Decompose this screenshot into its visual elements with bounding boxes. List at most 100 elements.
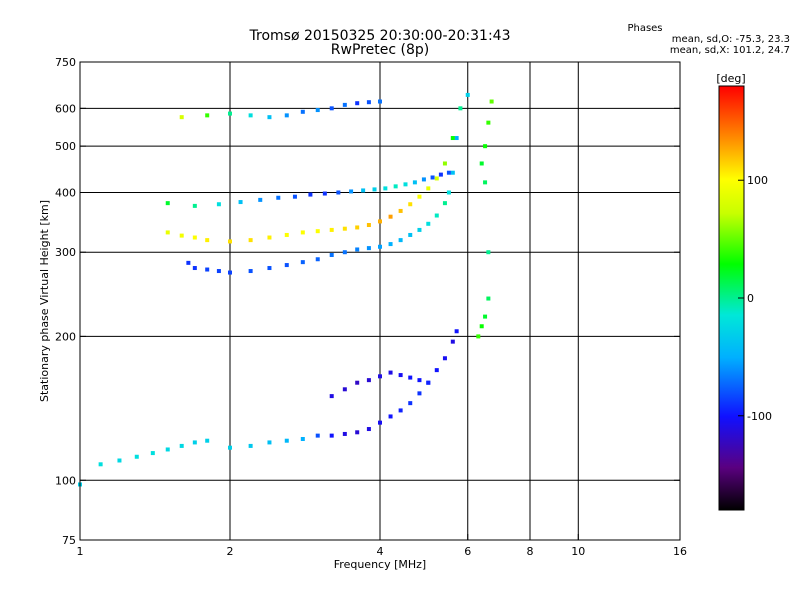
grid-lines xyxy=(80,62,680,540)
data-point xyxy=(165,447,170,452)
data-point xyxy=(434,176,439,181)
x-tick-label: 4 xyxy=(377,545,384,558)
data-point xyxy=(442,161,447,166)
data-points xyxy=(78,92,494,487)
x-axis: 1 2 4 6 8 10 16 xyxy=(77,534,687,558)
data-point xyxy=(442,201,447,206)
data-point xyxy=(267,115,272,120)
data-point xyxy=(426,186,431,191)
stats-line-o: mean, sd,O: -75.3, 23.3 xyxy=(672,34,790,45)
data-point xyxy=(228,445,232,450)
data-point xyxy=(315,229,320,234)
data-point xyxy=(276,195,281,200)
x-tick-label: 10 xyxy=(571,545,585,558)
data-point xyxy=(378,99,382,104)
data-point xyxy=(228,111,232,116)
data-point xyxy=(98,462,103,467)
data-point xyxy=(465,92,470,97)
data-point xyxy=(408,401,413,406)
data-point xyxy=(479,161,484,166)
data-point xyxy=(426,380,431,385)
data-point xyxy=(134,454,139,459)
data-point xyxy=(342,226,347,231)
data-point xyxy=(454,329,459,334)
data-point xyxy=(192,440,197,445)
data-point xyxy=(366,246,371,251)
data-point xyxy=(398,238,403,243)
data-point xyxy=(205,438,210,443)
data-point xyxy=(408,232,413,237)
data-point xyxy=(165,201,170,206)
data-point xyxy=(430,175,435,180)
y-axis-label: Stationary phase Virtual Height [km] xyxy=(38,200,51,402)
data-point xyxy=(186,260,191,265)
data-point xyxy=(483,314,488,319)
data-point xyxy=(398,408,403,413)
data-point xyxy=(434,213,439,218)
chart-subtitle: RwPretec (8p) xyxy=(331,42,429,58)
data-point xyxy=(329,433,334,438)
data-point xyxy=(315,433,320,438)
data-point xyxy=(479,324,484,329)
data-point xyxy=(292,194,297,199)
data-point xyxy=(179,115,184,120)
data-point xyxy=(378,219,382,224)
data-point xyxy=(446,170,451,175)
data-point xyxy=(342,387,347,392)
colorbar-label: [deg] xyxy=(716,72,745,85)
y-tick-label: 600 xyxy=(55,102,76,115)
data-point xyxy=(342,102,347,107)
data-point xyxy=(378,374,382,379)
data-point xyxy=(179,233,184,238)
data-point xyxy=(412,180,417,185)
data-point xyxy=(248,113,253,118)
data-point xyxy=(486,296,491,301)
data-point xyxy=(329,394,334,399)
data-point xyxy=(117,458,122,463)
data-point xyxy=(366,223,371,228)
data-point xyxy=(408,375,413,380)
data-point xyxy=(205,238,210,243)
data-point xyxy=(378,244,382,249)
data-point xyxy=(366,100,371,105)
data-point xyxy=(192,266,197,271)
data-point xyxy=(393,184,398,189)
data-point xyxy=(336,190,341,195)
stats-heading: Phases xyxy=(627,23,662,34)
stats-box: Phases mean, sd,O: -75.3, 23.3 mean, sd,… xyxy=(627,23,790,56)
data-point xyxy=(450,136,455,141)
data-point xyxy=(238,200,243,205)
data-point xyxy=(216,269,221,274)
data-point xyxy=(284,438,289,443)
data-point xyxy=(450,339,455,344)
data-point xyxy=(442,356,447,361)
y-tick-label: 75 xyxy=(62,534,76,547)
data-point xyxy=(315,108,320,113)
data-point xyxy=(454,136,459,141)
data-point xyxy=(417,391,422,396)
data-point xyxy=(366,378,371,383)
colorbar-tick-label: 100 xyxy=(747,174,768,187)
data-point xyxy=(483,144,488,149)
data-point xyxy=(366,427,371,432)
data-point xyxy=(322,191,327,196)
data-point xyxy=(308,192,313,197)
data-point xyxy=(388,242,393,247)
data-point xyxy=(355,225,360,230)
y-tick-label: 500 xyxy=(55,140,76,153)
data-point xyxy=(248,443,253,448)
colorbar: [deg] 100 0 -100 xyxy=(716,72,772,511)
chart-title: Tromsø 20150325 20:30:00-20:31:43 xyxy=(249,28,511,44)
data-point xyxy=(192,235,197,240)
data-point xyxy=(476,334,481,339)
y-tick-label: 750 xyxy=(55,56,76,69)
colorbar-tick-label: 0 xyxy=(747,292,754,305)
data-point xyxy=(438,172,443,177)
data-point xyxy=(300,436,305,441)
data-point xyxy=(216,202,221,207)
data-point xyxy=(300,230,305,235)
data-point xyxy=(450,170,455,175)
data-point xyxy=(446,190,451,195)
data-point xyxy=(179,443,184,448)
data-point xyxy=(205,113,210,118)
